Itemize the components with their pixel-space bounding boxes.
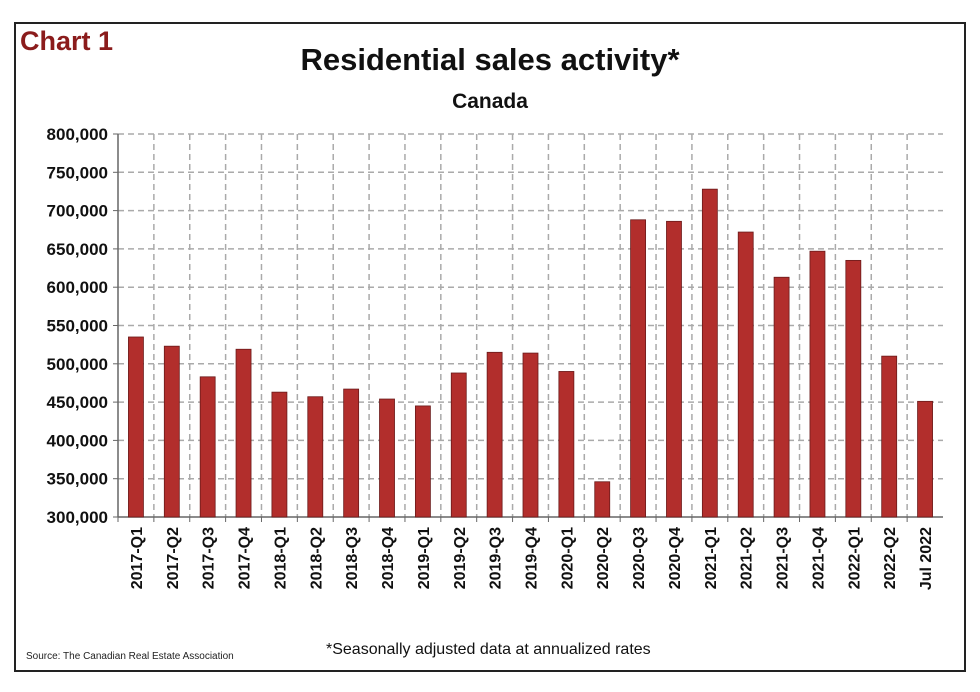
bar-2020-q1: [558, 371, 575, 518]
y-tick-label: 750,000: [47, 163, 108, 182]
y-tick-label: 350,000: [47, 470, 108, 489]
y-tick-label: 500,000: [47, 355, 108, 374]
chart-subtitle: Canada: [452, 90, 528, 113]
x-tick-label: Jul 2022: [918, 527, 935, 590]
bar-2020-q2: [594, 481, 611, 518]
x-tick-label: 2017-Q1: [129, 527, 146, 589]
bar-2020-q4: [666, 220, 682, 518]
chart-frame: [14, 22, 966, 672]
x-tick-label: 2018-Q2: [308, 527, 325, 589]
x-tick-label: 2017-Q2: [165, 527, 182, 589]
y-tick-label: 650,000: [47, 240, 108, 259]
bar-2021-q1: [701, 188, 718, 518]
bar-2018-q2: [307, 396, 324, 518]
source-note: Source: The Canadian Real Estate Associa…: [26, 651, 234, 662]
bar-2018-q4: [379, 398, 395, 518]
y-tick-label: 600,000: [47, 278, 108, 297]
bar-2017-q2: [163, 345, 180, 518]
bar-2018-q3: [343, 388, 360, 518]
x-tick-label: 2022-Q2: [882, 527, 899, 589]
y-tick-label: 800,000: [47, 125, 108, 144]
x-tick-label: 2018-Q4: [380, 527, 397, 589]
bar-2019-q1: [414, 405, 431, 518]
bar-2017-q1: [128, 336, 144, 518]
bar-2020-q3: [630, 219, 647, 518]
x-tick-label: 2020-Q2: [595, 527, 612, 589]
y-tick-label: 300,000: [47, 508, 108, 527]
bar-2018-q1: [271, 391, 288, 518]
bar-2022-q2: [881, 355, 898, 518]
bar-jul-2022: [917, 400, 933, 518]
y-tick-label: 550,000: [47, 317, 108, 336]
bar-2019-q3: [486, 351, 503, 518]
x-tick-label: 2020-Q4: [667, 527, 684, 589]
bar-2022-q1: [845, 259, 862, 518]
bar-2021-q4: [809, 250, 826, 518]
x-tick-label: 2019-Q2: [452, 527, 469, 589]
bar-2019-q2: [450, 372, 467, 518]
x-tick-label: 2021-Q2: [739, 527, 756, 589]
bar-2019-q4: [522, 352, 539, 518]
x-tick-label: 2019-Q1: [416, 527, 433, 589]
footnote: *Seasonally adjusted data at annualized …: [326, 641, 651, 658]
x-tick-label: 2017-Q4: [237, 527, 254, 589]
x-tick-label: 2022-Q1: [846, 527, 863, 589]
bar-2021-q2: [737, 231, 754, 518]
bar-2021-q3: [773, 276, 790, 518]
x-tick-label: 2018-Q1: [272, 527, 289, 589]
x-tick-label: 2020-Q1: [559, 527, 576, 589]
x-tick-label: 2021-Q4: [810, 527, 827, 589]
x-tick-label: 2017-Q3: [201, 527, 218, 589]
x-tick-label: 2019-Q4: [524, 527, 541, 589]
bar-2017-q4: [235, 348, 252, 518]
x-tick-label: 2018-Q3: [344, 527, 361, 589]
y-tick-label: 450,000: [47, 393, 108, 412]
y-tick-label: 400,000: [47, 431, 108, 450]
x-tick-label: 2019-Q3: [488, 527, 505, 589]
chart-label: Chart 1: [20, 26, 114, 56]
chart-title: Residential sales activity*: [300, 42, 680, 77]
x-tick-label: 2020-Q3: [631, 527, 648, 589]
bar-2017-q3: [199, 376, 216, 518]
x-tick-label: 2021-Q3: [775, 527, 792, 589]
x-tick-label: 2021-Q1: [703, 527, 720, 589]
y-tick-label: 700,000: [47, 202, 108, 221]
